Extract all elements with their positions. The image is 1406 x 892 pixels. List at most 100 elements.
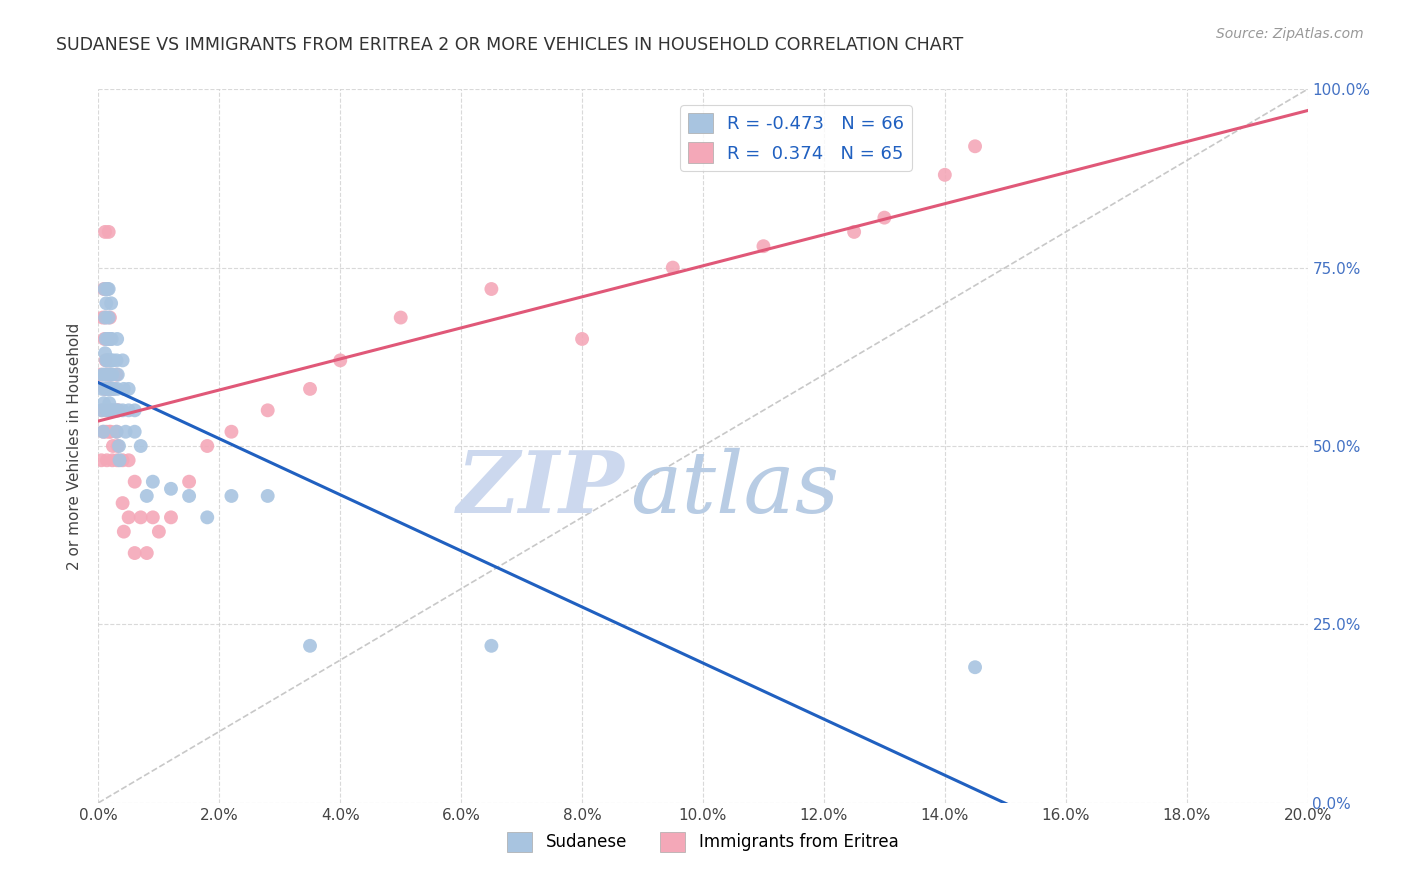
Point (481, 282, 503, 296)
Point (299, 382, 322, 396)
Point (97, 282, 120, 296)
Point (93, 332, 115, 346)
Point (329, 353, 352, 368)
Point (108, 453, 131, 467)
Point (195, 439, 218, 453)
Point (195, 510, 218, 524)
Point (179, 475, 201, 489)
Point (100, 382, 122, 396)
Point (752, 239, 775, 253)
Point (142, 510, 165, 524)
Point (112, 524, 135, 539)
Point (96, 282, 118, 296)
Point (118, 453, 141, 467)
Point (844, 225, 866, 239)
Point (124, 403, 146, 417)
Point (94, 346, 117, 360)
Point (101, 353, 124, 368)
Point (100, 296, 122, 310)
Point (93, 282, 115, 296)
Point (100, 332, 122, 346)
Point (101, 368, 124, 382)
Point (105, 425, 128, 439)
Point (98, 396, 121, 410)
Point (179, 489, 201, 503)
Point (142, 475, 165, 489)
Point (94, 353, 117, 368)
Point (94, 225, 117, 239)
Point (90, 368, 112, 382)
Point (114, 425, 136, 439)
Point (934, 168, 956, 182)
Point (118, 403, 141, 417)
Point (662, 260, 685, 275)
Point (96, 296, 118, 310)
Point (965, 660, 987, 674)
Point (129, 439, 152, 453)
Point (112, 382, 135, 396)
Point (101, 403, 124, 417)
Point (96, 403, 118, 417)
Point (221, 425, 243, 439)
Point (91, 425, 114, 439)
Point (124, 546, 146, 560)
Point (91, 368, 114, 382)
Point (160, 510, 183, 524)
Point (118, 382, 141, 396)
Point (108, 439, 131, 453)
Point (96, 368, 118, 382)
Point (571, 332, 593, 346)
Point (105, 332, 128, 346)
Point (96, 368, 118, 382)
Point (135, 489, 157, 503)
Point (124, 425, 146, 439)
Point (90, 453, 112, 467)
Point (100, 382, 122, 396)
Point (256, 489, 278, 503)
Point (100, 368, 122, 382)
Point (100, 403, 122, 417)
Point (93, 396, 115, 410)
Point (101, 439, 124, 453)
Point (94, 332, 117, 346)
Point (98, 353, 121, 368)
Text: Source: ZipAtlas.com: Source: ZipAtlas.com (1216, 27, 1364, 41)
Point (96, 453, 118, 467)
Point (96, 282, 118, 296)
Point (124, 475, 146, 489)
Point (98, 310, 121, 325)
Point (93, 368, 115, 382)
Point (105, 425, 128, 439)
Point (98, 425, 121, 439)
Point (97, 332, 120, 346)
Point (94, 310, 117, 325)
Point (96, 425, 118, 439)
Point (96, 382, 118, 396)
Point (100, 353, 122, 368)
Point (107, 403, 129, 417)
Point (91, 425, 114, 439)
Point (100, 368, 122, 382)
Point (135, 546, 157, 560)
Point (94, 403, 117, 417)
Point (100, 425, 122, 439)
Point (873, 211, 896, 225)
Point (160, 482, 183, 496)
Point (103, 382, 125, 396)
Point (96, 382, 118, 396)
Point (101, 453, 124, 467)
Point (100, 403, 122, 417)
Point (97, 310, 120, 325)
Point (256, 403, 278, 417)
Point (299, 639, 322, 653)
Point (389, 310, 412, 325)
Text: SUDANESE VS IMMIGRANTS FROM ERITREA 2 OR MORE VEHICLES IN HOUSEHOLD CORRELATION : SUDANESE VS IMMIGRANTS FROM ERITREA 2 OR… (56, 36, 963, 54)
Point (98, 368, 121, 382)
Legend: Sudanese, Immigrants from Eritrea: Sudanese, Immigrants from Eritrea (501, 825, 905, 859)
Text: ZIP: ZIP (457, 447, 624, 531)
Point (100, 332, 122, 346)
Point (93, 382, 115, 396)
Point (148, 524, 170, 539)
Point (107, 439, 129, 453)
Point (96, 353, 118, 368)
